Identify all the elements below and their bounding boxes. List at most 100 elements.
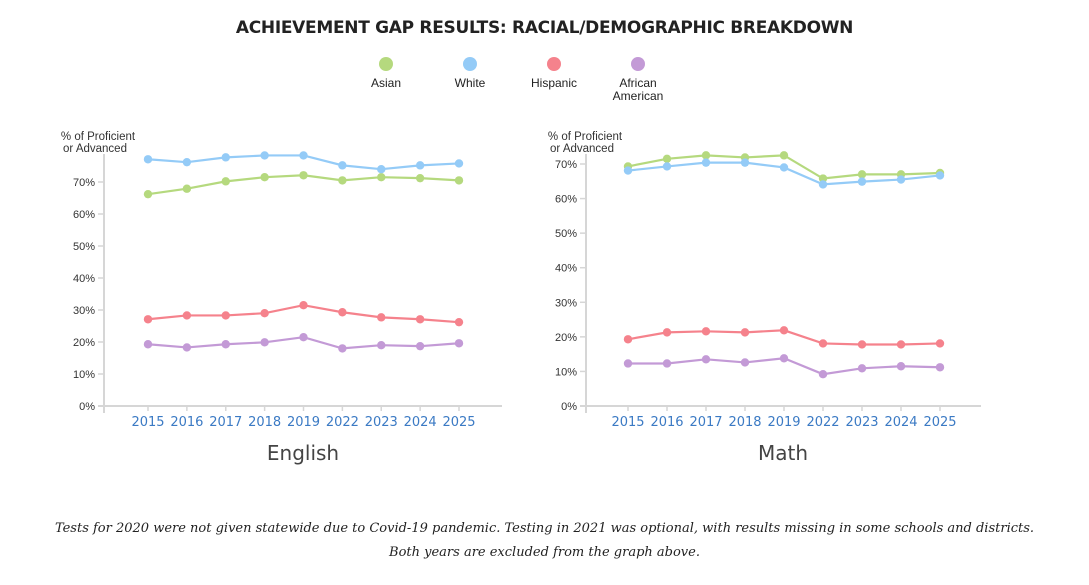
data-point-asian — [701, 151, 711, 160]
data-point-white — [779, 163, 789, 172]
legend-item-asian: Asian — [341, 57, 431, 90]
data-point-african-american — [740, 358, 750, 367]
data-point-hispanic — [260, 309, 269, 318]
data-point-white — [740, 158, 750, 167]
y-tick-label: 30% — [555, 297, 577, 309]
y-tick-label: 30% — [73, 305, 95, 317]
legend-swatch-african-american — [631, 57, 645, 71]
data-point-white — [623, 166, 633, 175]
x-tick-label: 2023 — [845, 415, 878, 430]
y-tick-label: 40% — [555, 263, 577, 275]
data-point-white — [662, 162, 672, 171]
data-point-white — [260, 151, 269, 160]
legend-label: Asian — [370, 76, 402, 90]
y-tick-label: 50% — [555, 228, 577, 240]
legend-label: African American — [612, 76, 664, 103]
data-point-asian — [260, 173, 269, 182]
data-point-hispanic — [779, 326, 789, 335]
y-tick-label: 60% — [73, 209, 95, 221]
data-point-white — [338, 161, 347, 170]
data-point-hispanic — [662, 328, 672, 337]
data-point-african-american — [896, 362, 906, 371]
data-point-asian — [779, 151, 789, 160]
chart-title: Math — [758, 441, 808, 465]
chart-math: % of Proficient or Advanced 0% 10% 20% 30% 40%… — [548, 131, 981, 465]
data-point-asian — [818, 174, 828, 183]
legend-label: White — [454, 76, 486, 90]
x-tick-label: 2023 — [365, 415, 398, 430]
legend-item-white: White — [425, 57, 515, 90]
data-point-african-american — [623, 359, 633, 368]
data-point-hispanic — [182, 311, 192, 320]
data-point-african-american — [338, 344, 347, 353]
data-point-asian — [857, 170, 867, 179]
legend: Asian White Hispanic African American — [0, 57, 1089, 117]
legend-label: Hispanic — [530, 76, 578, 90]
x-tick-label: 2019 — [767, 415, 800, 430]
y-tick-label: 50% — [73, 241, 95, 253]
y-tick-label: 40% — [73, 273, 95, 285]
data-point-white — [415, 161, 425, 170]
series-african-american — [623, 354, 945, 379]
x-tick-label: 2025 — [442, 415, 475, 430]
series-hispanic — [143, 301, 464, 327]
data-point-african-american — [662, 359, 672, 368]
data-point-hispanic — [143, 315, 153, 324]
data-point-hispanic — [454, 317, 464, 327]
x-tick-label: 2019 — [287, 415, 320, 430]
data-point-african-american — [701, 355, 711, 364]
data-point-asian — [377, 173, 386, 182]
data-point-white — [857, 177, 867, 186]
y-axis-title-line: % of Proficient — [548, 131, 623, 143]
data-point-hispanic — [740, 328, 750, 337]
data-point-hispanic — [623, 335, 633, 344]
data-point-hispanic — [701, 327, 711, 336]
data-point-white — [377, 165, 386, 174]
y-axis-title-line: or Advanced — [550, 143, 614, 155]
legend-swatch-hispanic — [547, 57, 561, 71]
data-point-african-american — [415, 341, 425, 351]
data-point-white — [701, 158, 711, 167]
data-point-african-american — [221, 340, 230, 349]
data-point-asian — [662, 154, 672, 164]
chart-title: English — [267, 441, 339, 465]
data-point-african-american — [182, 343, 192, 352]
y-tick-label: 0% — [79, 401, 95, 413]
legend-swatch-white — [463, 57, 477, 71]
data-point-african-american — [377, 341, 386, 350]
data-point-white — [454, 159, 464, 168]
data-point-white — [935, 171, 945, 180]
x-tick-label: 2018 — [248, 415, 281, 430]
x-tick-label: 2018 — [728, 415, 761, 430]
legend-swatch-asian — [379, 57, 393, 71]
x-tick-label: 2024 — [404, 415, 437, 430]
legend-item-african-american: African American — [593, 57, 683, 103]
data-point-white — [143, 155, 153, 164]
y-tick-label: 60% — [555, 194, 577, 206]
data-point-asian — [221, 177, 230, 186]
x-tick-label: 2016 — [650, 415, 683, 430]
x-tick-label: 2024 — [884, 415, 917, 430]
x-tick-label: 2025 — [923, 415, 956, 430]
data-point-asian — [415, 173, 425, 183]
data-point-hispanic — [221, 311, 230, 320]
data-point-hispanic — [896, 340, 906, 349]
x-tick-label: 2017 — [689, 415, 722, 430]
series-white — [143, 151, 464, 174]
series-asian — [143, 171, 464, 199]
data-point-hispanic — [415, 315, 425, 324]
x-tick-label: 2015 — [131, 415, 164, 430]
series-white — [623, 158, 945, 189]
data-point-african-american — [857, 364, 867, 373]
y-axis-title: % of Proficient or Advanced — [61, 131, 136, 155]
series-african-american — [143, 333, 464, 353]
footnote: Tests for 2020 were not given statewide … — [54, 521, 1035, 560]
y-tick-label: 20% — [555, 332, 577, 344]
y-tick-label: 70% — [73, 177, 95, 189]
data-point-asian — [454, 176, 464, 185]
data-point-hispanic — [299, 301, 308, 310]
data-point-asian — [299, 171, 308, 180]
series-hispanic — [623, 326, 945, 349]
x-tick-label: 2015 — [611, 415, 644, 430]
data-point-white — [182, 157, 192, 167]
